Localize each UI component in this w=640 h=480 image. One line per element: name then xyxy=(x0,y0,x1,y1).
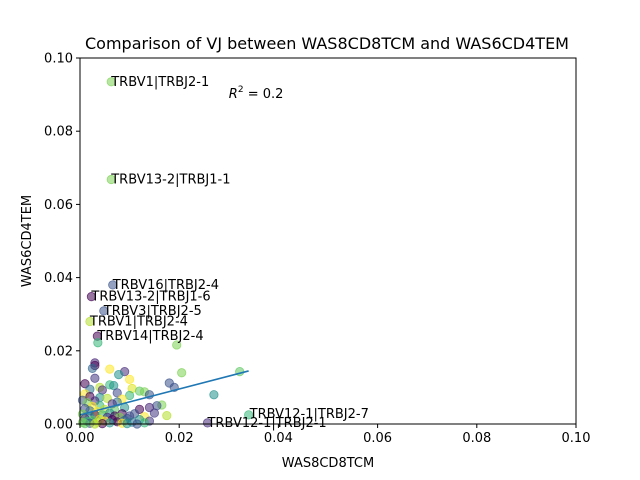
y-tick-label: 0.06 xyxy=(44,198,73,213)
point-annotation: TRBV16|TRBJ2-4 xyxy=(112,278,219,293)
plot-area xyxy=(77,77,254,429)
y-tick-label: 0.02 xyxy=(44,344,73,359)
scatter-point xyxy=(112,388,122,398)
scatter-point xyxy=(93,338,103,348)
scatter-point xyxy=(202,418,213,428)
x-tick-label: 0.06 xyxy=(363,431,392,446)
scatter-point xyxy=(125,374,135,384)
y-tick-label: 0.04 xyxy=(44,271,73,286)
x-tick-label: 0.00 xyxy=(66,431,95,446)
y-tick-label: 0.00 xyxy=(44,418,73,433)
scatter-point xyxy=(90,373,100,383)
point-annotation: TRBV14|TRBJ2-4 xyxy=(96,329,203,344)
scatter-point xyxy=(97,385,107,395)
annotations: TRBV1|TRBJ2-1 TRBV13-2|TRBJ1-1 TRBV16|TRBJ… xyxy=(89,75,369,431)
scatter-point xyxy=(177,368,187,378)
x-axis-label: WAS8CD8TCM xyxy=(282,456,374,471)
scatter-point xyxy=(108,280,118,290)
scatter-point xyxy=(125,390,135,401)
scatter-point xyxy=(109,380,119,391)
point-annotation: TRBV13-2|TRBJ1-6 xyxy=(90,290,210,305)
point-annotation: TRBV12-1|TRBJ2-7 xyxy=(249,407,369,422)
scatter-point xyxy=(87,363,98,373)
scatter-point xyxy=(139,418,150,428)
y-tick-label: 0.10 xyxy=(44,52,73,67)
scatter-point xyxy=(244,410,254,420)
scatter-point xyxy=(106,77,116,87)
scatter-point xyxy=(149,408,159,418)
regression-line xyxy=(79,370,249,416)
x-tick-label: 0.02 xyxy=(165,431,194,446)
y-axis: 0.00 0.02 0.04 0.06 0.08 0.10 xyxy=(44,52,80,433)
scatter-point xyxy=(162,410,172,421)
scatter-point xyxy=(114,369,124,380)
scatter-point xyxy=(86,292,97,302)
chart-title: Comparison of VJ between WAS8CD8TCM and … xyxy=(85,34,569,53)
r-squared-label: R2 = 0.2 xyxy=(229,85,284,102)
x-tick-label: 0.10 xyxy=(562,431,591,446)
point-annotation: TRBV3|TRBJ2-5 xyxy=(103,304,202,319)
scatter-point xyxy=(106,174,116,185)
point-annotation: TRBV13-2|TRBJ1-1 xyxy=(110,173,230,188)
scatter-point xyxy=(99,306,109,316)
x-tick-label: 0.04 xyxy=(264,431,293,446)
x-axis: 0.00 0.02 0.04 0.06 0.08 0.10 xyxy=(66,424,591,446)
x-tick-label: 0.08 xyxy=(462,431,491,446)
scatter-point xyxy=(209,390,219,400)
point-annotation: TRBV1|TRBJ2-1 xyxy=(110,75,209,90)
plot-frame xyxy=(79,57,577,425)
point-annotation: TRBV1|TRBJ2-4 xyxy=(89,315,188,330)
y-tick-label: 0.08 xyxy=(44,125,73,140)
y-axis-label: WAS6CD4TEM xyxy=(20,195,35,287)
scatter-point xyxy=(172,340,182,350)
scatter-point xyxy=(105,364,115,374)
scatter-point xyxy=(85,316,95,327)
point-annotation: TRBV12-1|TRBJ2-1 xyxy=(206,416,326,431)
